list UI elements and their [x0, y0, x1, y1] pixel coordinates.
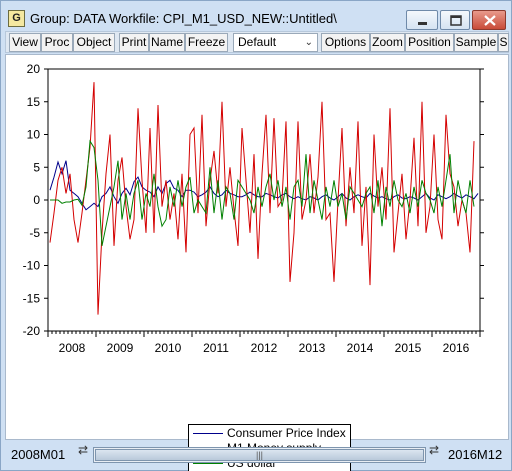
stats-button[interactable]: S [498, 33, 509, 52]
graph-type-value: Default [238, 35, 277, 49]
title-bar[interactable]: G Group: DATA Workfile: CPI_M1_USD_NEW::… [1, 1, 511, 31]
sample-button[interactable]: Sample [454, 33, 498, 52]
sample-end-label: 2016M12 [448, 447, 503, 462]
options-button[interactable]: Options [321, 33, 370, 52]
y-tick-label: 5 [33, 160, 40, 174]
x-tick-label: 2014 [347, 341, 374, 355]
proc-button[interactable]: Proc [41, 33, 73, 52]
series-line-1 [49, 82, 475, 315]
sample-scrollbar[interactable]: ||| [93, 447, 426, 463]
minimize-icon [418, 22, 427, 25]
window-title: Group: DATA Workfile: CPI_M1_USD_NEW::Un… [30, 11, 337, 26]
close-button[interactable] [472, 10, 506, 30]
sample-start-arrows-icon[interactable]: ⇄ [77, 443, 89, 457]
x-tick-label: 2016 [443, 341, 470, 355]
graph-area: 20 15 10 5 0 -5 -10 -15 -20 2008 2009 2010 2011 2012 2… [5, 54, 509, 471]
view-button[interactable]: View [9, 33, 41, 52]
zoom-button[interactable]: Zoom [370, 33, 405, 52]
object-button[interactable]: Object [73, 33, 115, 52]
sample-start-label: 2008M01 [11, 447, 66, 462]
x-tick-label: 2009 [107, 341, 134, 355]
y-tick-label: 0 [33, 193, 40, 207]
sample-scroll-thumb[interactable]: ||| [95, 449, 424, 461]
close-icon [484, 15, 496, 26]
graph-type-dropdown[interactable]: Default ⌄ [233, 33, 318, 52]
y-tick-label: 20 [27, 62, 41, 76]
sample-end-arrows-icon[interactable]: ⇄ [428, 443, 440, 457]
x-tick-label: 2010 [155, 341, 182, 355]
x-tick-label: 2012 [251, 341, 278, 355]
legend-item-cpi: Consumer Price Index [193, 426, 351, 441]
legend-swatch-usd [193, 463, 223, 464]
y-tick-label: 10 [27, 128, 41, 142]
y-tick-label: 15 [27, 95, 41, 109]
legend-label-cpi: Consumer Price Index [227, 426, 346, 440]
print-button[interactable]: Print [119, 33, 149, 52]
position-button[interactable]: Position [405, 33, 454, 52]
x-tick-label: 2008 [59, 341, 86, 355]
series-line-2 [50, 139, 475, 246]
y-tick-label: -20 [23, 324, 41, 338]
name-button[interactable]: Name [149, 33, 185, 52]
x-tick-label: 2015 [395, 341, 422, 355]
x-tick-label: 2011 [203, 341, 229, 355]
x-tick-label: 2013 [299, 341, 326, 355]
toolbar: View Proc Object Print Name Freeze Defau… [5, 31, 509, 53]
grip-icon: ||| [256, 450, 264, 460]
freeze-button[interactable]: Freeze [185, 33, 228, 52]
maximize-button[interactable] [440, 10, 470, 30]
y-tick-label: -15 [23, 291, 41, 305]
y-tick-label: -10 [23, 259, 41, 273]
sample-bar: 2008M01 ⇄ ||| ⇄ 2016M12 [1, 442, 511, 470]
minimize-button[interactable] [406, 10, 438, 30]
y-tick-label: -5 [29, 226, 40, 240]
restore-icon [450, 15, 462, 26]
legend-swatch-cpi [193, 433, 223, 434]
chevron-down-icon: ⌄ [304, 37, 313, 48]
graph-app-icon: G [8, 10, 25, 27]
